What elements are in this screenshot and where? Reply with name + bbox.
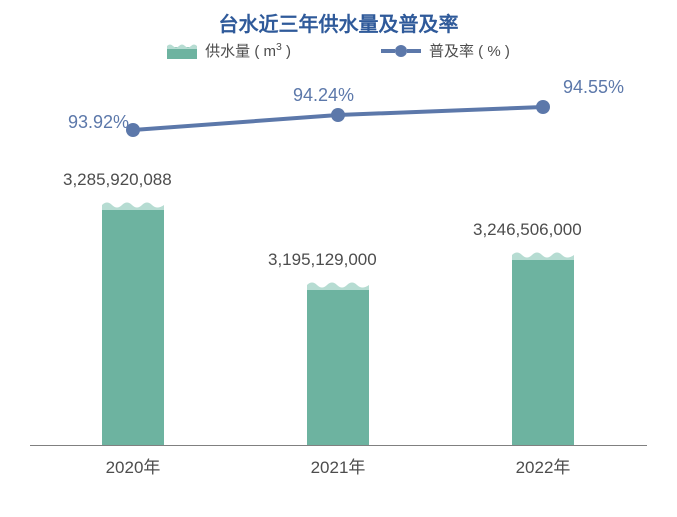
- bar-fill: [307, 288, 369, 445]
- bar-wave: [102, 200, 164, 210]
- line-point-2: [536, 100, 550, 114]
- bar-wave: [512, 250, 574, 260]
- bar-2: [512, 250, 574, 445]
- line-label-2: 94.55%: [563, 77, 624, 98]
- bar-fill: [102, 208, 164, 445]
- legend: 供水量 ( m3 ) 普及率 ( % ): [0, 40, 677, 61]
- legend-label-bar: 供水量 ( m3 ): [205, 40, 291, 61]
- bar-wave: [307, 280, 369, 290]
- line-point-1: [331, 108, 345, 122]
- legend-item-bar: 供水量 ( m3 ): [167, 40, 291, 61]
- legend-label-line: 普及率 ( % ): [429, 40, 510, 61]
- line-label-1: 94.24%: [293, 85, 354, 106]
- bar-1: [307, 280, 369, 445]
- line-label-0: 93.92%: [68, 112, 129, 133]
- bar-label-2: 3,246,506,000: [473, 220, 582, 240]
- legend-swatch-bar: [167, 43, 197, 59]
- x-tick-0: 2020年: [93, 453, 173, 478]
- x-tick-2: 2022年: [503, 453, 583, 478]
- chart-container: 台水近三年供水量及普及率 供水量 ( m3 ) 普及率 ( % ): [0, 0, 677, 517]
- chart-title: 台水近三年供水量及普及率: [0, 8, 677, 37]
- bar-label-1: 3,195,129,000: [268, 250, 377, 270]
- bar-fill: [512, 258, 574, 445]
- x-tick-1: 2021年: [298, 453, 378, 478]
- legend-item-line: 普及率 ( % ): [381, 40, 510, 61]
- plot-area: 3,285,920,088 3,195,129,000 3,246,506,00…: [30, 75, 647, 470]
- bar-0: [102, 200, 164, 445]
- legend-swatch-wave: [167, 43, 197, 49]
- legend-swatch-line: [381, 45, 421, 57]
- bar-label-0: 3,285,920,088: [63, 170, 172, 190]
